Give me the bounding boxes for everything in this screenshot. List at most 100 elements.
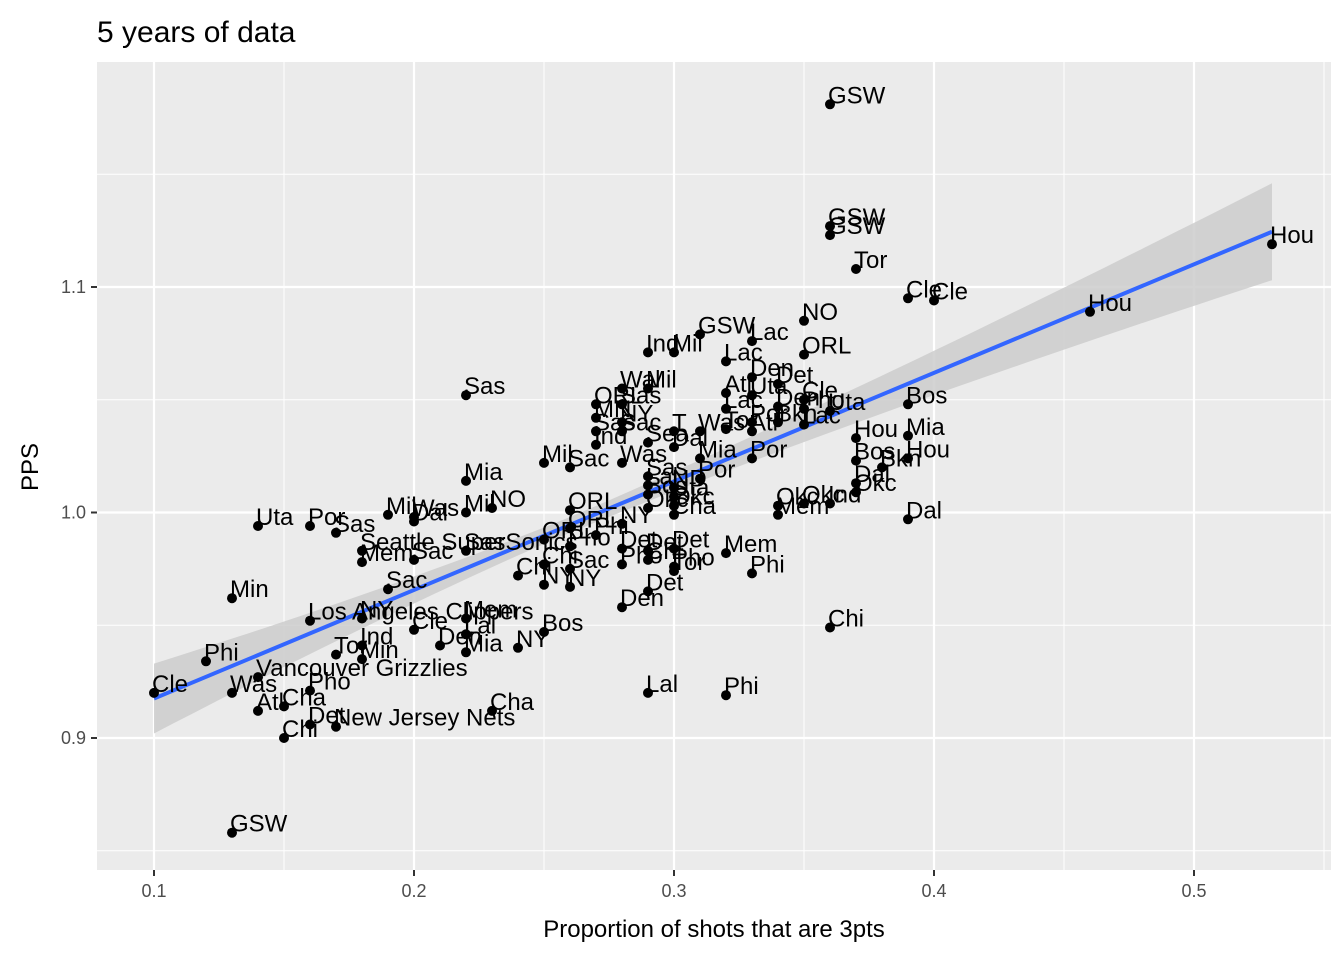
x-axis: 0.1 0.2 0.3 0.4 0.5 (141, 870, 1207, 901)
data-point (851, 478, 861, 489)
point-label: Los Angeles Clippers (308, 599, 533, 626)
data-point (851, 264, 861, 274)
data-point (513, 642, 523, 653)
point-label: Det (646, 529, 684, 556)
data-point (643, 347, 653, 358)
data-point (461, 507, 471, 518)
point-label: Mem (724, 531, 777, 558)
point-label: Seattle SuperSonics (360, 529, 577, 556)
data-point (695, 453, 705, 464)
point-label: ORL (568, 488, 617, 515)
point-label: Phi (750, 551, 785, 578)
point-label: Bkn (776, 400, 817, 427)
point-label: Hou (906, 436, 950, 463)
point-label: Phi (204, 639, 239, 666)
data-point (617, 602, 627, 613)
point-label: Por (698, 457, 735, 484)
data-point (331, 721, 341, 732)
point-label: Uta (672, 475, 710, 502)
point-label: GSW (828, 204, 886, 231)
data-point (591, 426, 601, 437)
point-label: Cle (932, 279, 968, 306)
points-layer (149, 99, 1277, 838)
point-label: T (672, 409, 687, 436)
point-label: Mil (542, 441, 573, 468)
data-point (201, 656, 211, 667)
point-label: Mem (776, 493, 829, 520)
point-label: Hou (1088, 290, 1132, 317)
data-point (695, 329, 705, 340)
data-point (643, 545, 653, 556)
point-label: Bos (542, 610, 583, 637)
data-point (513, 570, 523, 581)
point-label: Den (620, 585, 664, 612)
point-label: Sac (620, 409, 661, 436)
point-label: Cle (152, 671, 188, 698)
data-point (669, 482, 679, 493)
point-label: Sas (620, 382, 661, 409)
point-label: Tor (724, 407, 757, 434)
point-label: Tor (334, 633, 367, 660)
data-point (331, 649, 341, 660)
point-label: Tor (672, 549, 705, 576)
data-point (253, 672, 263, 683)
x-tick-label: 0.2 (401, 881, 426, 901)
point-label: Ind (646, 330, 679, 357)
data-point (617, 543, 627, 554)
x-tick-label: 0.1 (141, 881, 166, 901)
point-label: Ind (360, 624, 393, 651)
point-label: Cha (282, 684, 327, 711)
data-point (305, 719, 315, 730)
data-point (565, 462, 575, 473)
data-point (461, 613, 471, 624)
data-point (799, 498, 809, 509)
data-point (903, 399, 913, 410)
data-point (669, 442, 679, 453)
data-point (799, 403, 809, 414)
data-point (617, 417, 627, 428)
point-label: Chi (516, 554, 552, 581)
data-point (721, 388, 731, 398)
data-point (825, 406, 835, 416)
point-label: Por (750, 436, 787, 463)
point-label: Mia (698, 436, 737, 463)
point-label: Okc (854, 470, 897, 497)
point-label: Cle (906, 276, 942, 303)
x-tick-label: 0.4 (921, 881, 946, 901)
point-label: Okc (672, 484, 715, 511)
point-label: NY (516, 626, 549, 653)
point-label: Uta (750, 373, 788, 400)
data-point (669, 500, 679, 511)
data-point (721, 424, 731, 435)
point-label: Mia (464, 459, 503, 486)
data-point (747, 390, 757, 401)
point-label: Den (438, 624, 482, 651)
point-label: Lac (724, 339, 763, 366)
point-label: Atl (256, 689, 284, 716)
data-point (357, 557, 367, 568)
point-label: Was (620, 441, 667, 468)
point-label: Hou (854, 416, 898, 443)
data-point (903, 453, 913, 464)
confidence-band (154, 183, 1272, 734)
point-label: Det (620, 527, 658, 554)
point-label: Sas (334, 511, 375, 538)
point-label: Chi (282, 716, 318, 743)
data-point (539, 559, 549, 570)
point-label: Sas (464, 373, 505, 400)
data-point (305, 615, 315, 626)
major-grid (97, 62, 1331, 870)
x-axis-title: Proportion of shots that are 3pts (543, 916, 885, 943)
point-label: Mil (672, 330, 703, 357)
point-label: Uta (828, 389, 866, 416)
data-point (721, 690, 731, 701)
data-point (565, 581, 575, 592)
data-point (669, 491, 679, 502)
data-point (305, 521, 315, 531)
point-label: Den (750, 355, 794, 382)
data-point (149, 687, 159, 698)
point-label: ORL (542, 518, 591, 545)
point-label: Pho (672, 545, 715, 572)
point-label: Lal (464, 612, 496, 639)
data-point (643, 503, 653, 513)
